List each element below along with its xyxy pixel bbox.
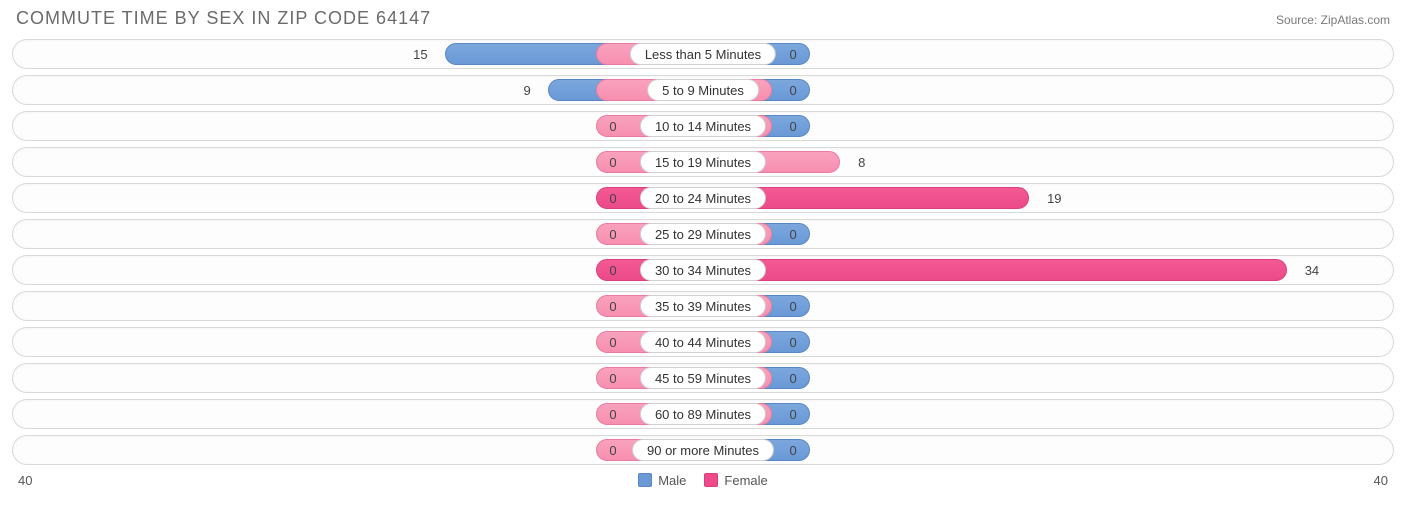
female-swatch-icon (704, 473, 718, 487)
chart-row: 45 to 59 Minutes 0 0 (12, 363, 1394, 393)
legend-female-label: Female (724, 473, 767, 488)
chart-source: Source: ZipAtlas.com (1276, 13, 1390, 27)
chart-row-inner: 35 to 39 Minutes 0 0 (16, 295, 1390, 317)
chart-row: 40 to 44 Minutes 0 0 (12, 327, 1394, 357)
female-value: 0 (785, 43, 800, 65)
commute-chart: COMMUTE TIME BY SEX IN ZIP CODE 64147 So… (0, 0, 1406, 494)
chart-row: 10 to 14 Minutes 0 0 (12, 111, 1394, 141)
male-value: 0 (605, 439, 620, 461)
legend-male-label: Male (658, 473, 686, 488)
legend-female: Female (704, 473, 767, 488)
female-value: 0 (785, 403, 800, 425)
category-label: 25 to 29 Minutes (640, 223, 766, 245)
male-value: 0 (605, 295, 620, 317)
category-label: 40 to 44 Minutes (640, 331, 766, 353)
chart-row: 25 to 29 Minutes 0 0 (12, 219, 1394, 249)
female-value: 0 (785, 367, 800, 389)
male-value: 0 (605, 259, 620, 281)
male-value: 0 (605, 403, 620, 425)
female-value: 19 (1043, 187, 1065, 209)
female-value: 0 (785, 79, 800, 101)
chart-row-inner: 10 to 14 Minutes 0 0 (16, 115, 1390, 137)
chart-row: 90 or more Minutes 0 0 (12, 435, 1394, 465)
female-value: 0 (785, 295, 800, 317)
female-value: 0 (785, 223, 800, 245)
female-value: 0 (785, 115, 800, 137)
legend-male: Male (638, 473, 686, 488)
chart-row: 5 to 9 Minutes 9 0 (12, 75, 1394, 105)
chart-row-inner: 90 or more Minutes 0 0 (16, 439, 1390, 461)
category-label: 90 or more Minutes (632, 439, 774, 461)
male-value: 0 (605, 115, 620, 137)
chart-row-inner: 40 to 44 Minutes 0 0 (16, 331, 1390, 353)
female-value: 34 (1301, 259, 1323, 281)
male-value: 0 (605, 331, 620, 353)
chart-row: 30 to 34 Minutes 0 34 (12, 255, 1394, 285)
male-value: 0 (605, 187, 620, 209)
chart-header: COMMUTE TIME BY SEX IN ZIP CODE 64147 So… (12, 8, 1394, 39)
legend: Male Female (638, 473, 768, 488)
male-value: 0 (605, 151, 620, 173)
chart-row-inner: 15 to 19 Minutes 0 8 (16, 151, 1390, 173)
female-value: 0 (785, 331, 800, 353)
category-label: 45 to 59 Minutes (640, 367, 766, 389)
axis-right-max: 40 (1374, 473, 1388, 488)
chart-title: COMMUTE TIME BY SEX IN ZIP CODE 64147 (16, 8, 431, 29)
axis-left-max: 40 (18, 473, 32, 488)
chart-row: 60 to 89 Minutes 0 0 (12, 399, 1394, 429)
category-label: 35 to 39 Minutes (640, 295, 766, 317)
chart-row: 15 to 19 Minutes 0 8 (12, 147, 1394, 177)
chart-row: 20 to 24 Minutes 0 19 (12, 183, 1394, 213)
chart-footer: 40 Male Female 40 (12, 471, 1394, 488)
chart-row: 35 to 39 Minutes 0 0 (12, 291, 1394, 321)
male-value: 15 (409, 43, 431, 65)
chart-row-inner: 30 to 34 Minutes 0 34 (16, 259, 1390, 281)
male-value: 0 (605, 223, 620, 245)
category-label: 10 to 14 Minutes (640, 115, 766, 137)
chart-row-inner: 20 to 24 Minutes 0 19 (16, 187, 1390, 209)
chart-rows: Less than 5 Minutes1505 to 9 Minutes9010… (12, 39, 1394, 465)
category-label: Less than 5 Minutes (630, 43, 776, 65)
chart-row-inner: Less than 5 Minutes 15 0 (16, 43, 1390, 65)
chart-row-inner: 60 to 89 Minutes 0 0 (16, 403, 1390, 425)
chart-row: Less than 5 Minutes 15 0 (12, 39, 1394, 69)
category-label: 15 to 19 Minutes (640, 151, 766, 173)
male-swatch-icon (638, 473, 652, 487)
male-value: 0 (605, 367, 620, 389)
category-label: 30 to 34 Minutes (640, 259, 766, 281)
category-label: 20 to 24 Minutes (640, 187, 766, 209)
category-label: 60 to 89 Minutes (640, 403, 766, 425)
male-value: 9 (519, 79, 534, 101)
chart-row-inner: 45 to 59 Minutes 0 0 (16, 367, 1390, 389)
female-value: 8 (854, 151, 869, 173)
chart-row-inner: 25 to 29 Minutes 0 0 (16, 223, 1390, 245)
category-label: 5 to 9 Minutes (647, 79, 759, 101)
chart-row-inner: 5 to 9 Minutes 9 0 (16, 79, 1390, 101)
female-value: 0 (785, 439, 800, 461)
